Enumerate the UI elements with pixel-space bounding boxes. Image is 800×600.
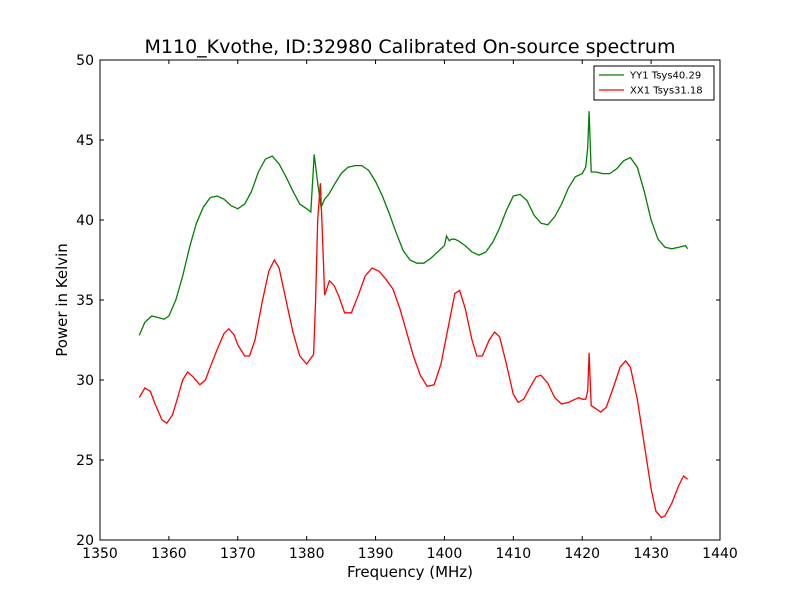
x-tick-label: 1440	[702, 546, 738, 562]
x-tick-label: 1420	[564, 546, 600, 562]
axis-ticks: 1350 1360 1370 1380 1390 1400 1410 1420 1430 1440…	[76, 53, 738, 562]
x-axis-title: Frequency (MHz)	[347, 563, 473, 581]
series-line-xx1	[138, 183, 688, 519]
legend: YY1 Tsys40.29 XX1 Tsys31.18	[593, 65, 715, 101]
y-tick-label: 45	[76, 133, 94, 149]
y-tick-label: 50	[76, 53, 94, 69]
plot-frame	[99, 59, 721, 541]
x-tick-label: 1350	[82, 546, 118, 562]
x-tick-label: 1370	[220, 546, 256, 562]
x-tick-label: 1410	[496, 546, 532, 562]
y-tick-label: 40	[76, 213, 94, 229]
x-tick-label: 1360	[151, 546, 187, 562]
legend-label: XX1 Tsys31.18	[630, 86, 703, 97]
series-line-yy1	[138, 111, 689, 336]
y-tick-label: 35	[76, 293, 94, 309]
y-tick-label: 20	[76, 533, 94, 549]
y-tick-label: 25	[76, 453, 94, 469]
x-tick-label: 1430	[633, 546, 669, 562]
chart-title: M110_Kvothe, ID:32980 Calibrated On-sour…	[145, 36, 676, 58]
legend-box	[593, 65, 715, 101]
x-tick-label: 1400	[427, 546, 463, 562]
y-tick-label: 30	[76, 373, 94, 389]
x-tick-label: 1380	[289, 546, 325, 562]
plot-area	[138, 111, 689, 519]
legend-label: YY1 Tsys40.29	[629, 71, 701, 82]
y-axis-title: Power in Kelvin	[53, 243, 71, 357]
x-tick-label: 1390	[358, 546, 394, 562]
